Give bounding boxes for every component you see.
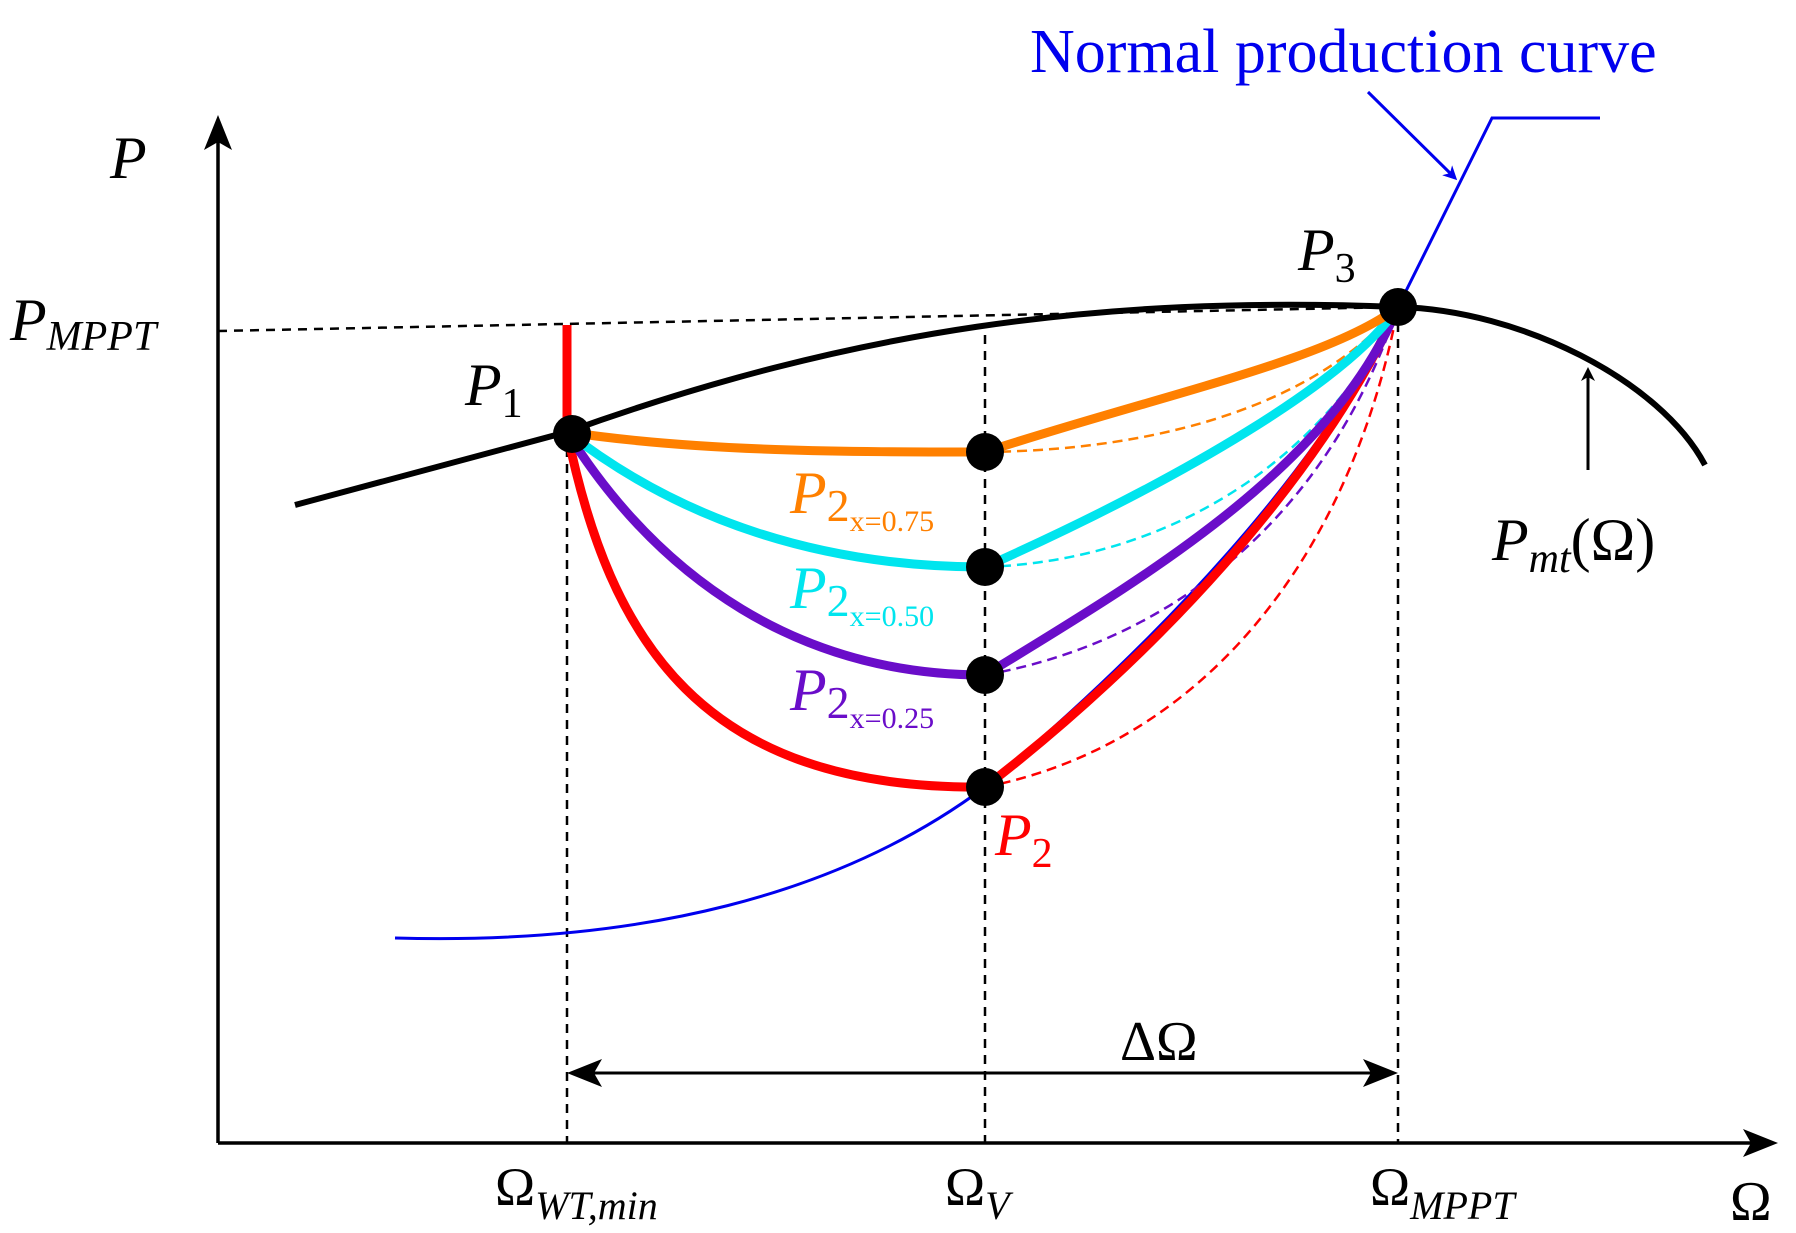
point-p2 <box>966 768 1004 806</box>
y-axis-label: P <box>109 125 147 191</box>
p1-label: P1 <box>464 352 523 427</box>
omega-mppt-label: ΩMPPT <box>1370 1157 1517 1228</box>
pmt-arg: (Ω) <box>1571 507 1656 573</box>
delta-omega-left-head <box>567 1059 602 1087</box>
normal-production-pointer-arrow <box>1366 90 1458 181</box>
p-mppt-guide <box>217 305 1399 333</box>
p1-main: P <box>464 352 502 418</box>
p-mppt-sub: MPPT <box>46 314 159 360</box>
omega-mppt-sub: MPPT <box>1409 1183 1517 1228</box>
guide-lines <box>217 305 1400 1143</box>
p2-x075-label: P2x=0.75 <box>789 460 934 538</box>
trajectory-curves <box>562 302 1403 792</box>
p2-sub: 2 <box>1032 831 1053 877</box>
points <box>553 288 1417 806</box>
p2-x050-sub: 2 <box>827 575 850 626</box>
p-mppt-label: PMPPT <box>9 287 159 360</box>
p2-x075-main: P <box>789 460 827 526</box>
p2-x050-main: P <box>789 555 827 621</box>
point-p2-x050 <box>966 548 1004 586</box>
point-p2-x075 <box>966 433 1004 471</box>
point-p2-x025 <box>966 656 1004 694</box>
pmt-main: P <box>1491 507 1529 573</box>
purple-dashed-curve <box>984 306 1400 677</box>
p2-main: P <box>994 802 1032 868</box>
pmt-label: Pmt(Ω) <box>1491 507 1655 582</box>
point-p1 <box>553 415 591 453</box>
omega-v-label: ΩV <box>945 1157 1014 1228</box>
pmt-curve <box>294 301 1708 508</box>
omega-mppt-main: Ω <box>1370 1157 1410 1217</box>
p3-main: P <box>1297 217 1335 283</box>
delta-omega-right-head <box>1363 1059 1398 1087</box>
omega-wt-min-sub: WT,min <box>535 1183 658 1228</box>
p2-label: P2 <box>994 802 1053 877</box>
p2-x025-main: P <box>789 657 827 723</box>
x-axis-label: Ω <box>1730 1171 1772 1233</box>
p2-x075-sub: 2 <box>827 480 850 531</box>
delta-omega-label: ΔΩ <box>1120 1011 1198 1073</box>
p2-x025-label: P2x=0.25 <box>789 657 934 735</box>
x-axis-arrowhead <box>1743 1129 1778 1157</box>
orange-dashed-curve <box>984 306 1399 454</box>
omega-wt-min-label: ΩWT,min <box>495 1157 658 1228</box>
p2-x025-subsub: x=0.25 <box>850 702 934 735</box>
dashed-continuations <box>984 306 1400 789</box>
normal-production-label: Normal production curve <box>1030 18 1657 86</box>
y-axis-arrowhead <box>204 115 232 150</box>
omega-wt-min-main: Ω <box>495 1157 535 1217</box>
pmt-sub: mt <box>1529 536 1572 582</box>
p3-sub: 3 <box>1335 246 1356 292</box>
red-trajectory-curve <box>562 302 1403 792</box>
p3-label: P3 <box>1297 217 1356 292</box>
omega-v-main: Ω <box>945 1157 985 1217</box>
p2-x050-subsub: x=0.50 <box>850 600 934 633</box>
point-p3 <box>1379 288 1417 326</box>
p-mppt-main: P <box>9 287 47 353</box>
omega-v-sub: V <box>985 1183 1014 1228</box>
red-dashed-curve <box>984 306 1400 789</box>
p2-x025-sub: 2 <box>827 677 850 728</box>
p1-sub: 1 <box>502 381 523 427</box>
p2-x075-subsub: x=0.75 <box>850 505 934 538</box>
p2-x050-label: P2x=0.50 <box>789 555 934 633</box>
